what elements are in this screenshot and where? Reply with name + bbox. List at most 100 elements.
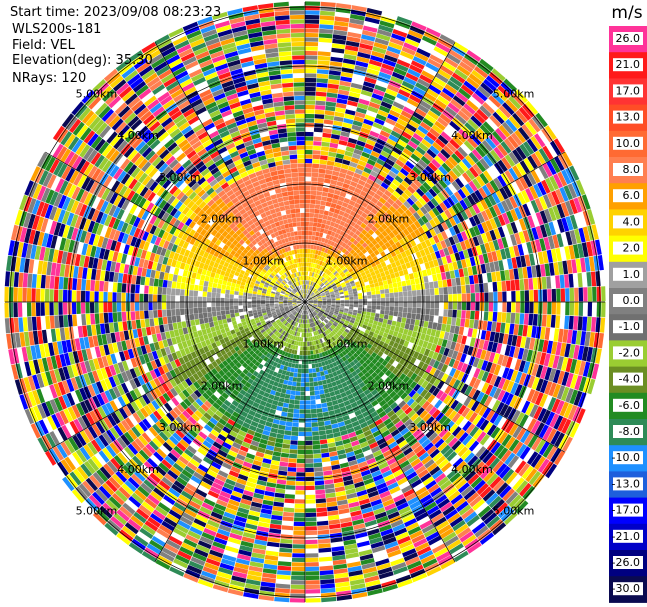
velocity-gate <box>394 175 404 184</box>
velocity-gate <box>338 289 344 293</box>
velocity-gate <box>489 218 498 230</box>
velocity-gate <box>362 219 370 226</box>
velocity-gate <box>409 64 423 74</box>
velocity-gate <box>317 376 322 382</box>
velocity-gate <box>293 521 305 527</box>
velocity-gate <box>376 200 384 208</box>
velocity-gate <box>317 280 321 285</box>
velocity-gate <box>589 256 595 272</box>
velocity-gate <box>438 179 448 189</box>
velocity-gate <box>392 202 400 210</box>
velocity-gate <box>349 87 362 94</box>
velocity-gate <box>456 260 463 269</box>
velocity-gate <box>367 305 372 309</box>
velocity-gate <box>333 264 338 269</box>
velocity-gate <box>329 61 343 67</box>
velocity-gate <box>329 207 336 213</box>
velocity-gate <box>335 107 346 114</box>
velocity-gate <box>338 140 348 146</box>
velocity-gate <box>392 228 399 236</box>
velocity-gate <box>529 337 536 350</box>
velocity-gate <box>578 211 587 227</box>
velocity-gate <box>305 262 307 267</box>
velocity-gate <box>565 288 570 302</box>
velocity-gate <box>556 203 566 219</box>
velocity-gate <box>310 190 317 196</box>
velocity-gate <box>553 262 560 276</box>
velocity-gate <box>444 83 458 95</box>
velocity-gate <box>317 299 322 301</box>
velocity-gate <box>479 172 489 185</box>
velocity-gate <box>406 225 414 234</box>
velocity-gate <box>332 38 346 45</box>
velocity-gate <box>319 439 328 445</box>
velocity-gate <box>332 34 347 41</box>
velocity-gate <box>557 153 569 169</box>
velocity-gate <box>349 18 365 26</box>
velocity-gate <box>355 111 366 119</box>
velocity-gate <box>452 95 466 107</box>
velocity-gate <box>383 92 396 101</box>
velocity-gate <box>444 106 457 117</box>
velocity-gate <box>500 344 507 355</box>
velocity-gate <box>398 246 405 253</box>
velocity-gate <box>348 277 354 282</box>
velocity-gate <box>349 306 354 310</box>
velocity-gate <box>406 173 416 182</box>
velocity-gate <box>378 240 385 247</box>
velocity-gate <box>376 253 383 260</box>
velocity-gate <box>424 239 432 247</box>
velocity-gate <box>330 295 336 298</box>
velocity-gate <box>441 272 447 280</box>
velocity-gate <box>482 102 495 115</box>
velocity-gate <box>308 235 312 240</box>
velocity-gate <box>305 427 312 432</box>
velocity-gate <box>390 130 401 139</box>
velocity-gate <box>310 291 313 296</box>
velocity-gate <box>501 157 512 170</box>
velocity-gate <box>430 267 437 275</box>
velocity-gate <box>337 276 342 281</box>
velocity-gate <box>468 205 477 217</box>
velocity-gate <box>501 236 509 249</box>
velocity-gate <box>337 176 345 183</box>
velocity-gate <box>533 338 540 351</box>
velocity-gate <box>586 347 593 362</box>
velocity-gate <box>465 336 472 346</box>
velocity-gate <box>508 151 520 165</box>
velocity-gate <box>538 148 550 163</box>
velocity-gate <box>335 308 340 311</box>
velocity-gate <box>552 205 561 220</box>
velocity-gate <box>574 287 579 302</box>
velocity-gate <box>362 298 368 302</box>
velocity-gate <box>483 311 489 321</box>
velocity-gate <box>449 325 456 334</box>
velocity-gate <box>341 216 348 223</box>
velocity-gate <box>473 319 479 329</box>
velocity-gate <box>561 232 569 247</box>
velocity-gate <box>381 63 395 72</box>
velocity-gate <box>470 310 475 320</box>
velocity-gate <box>305 91 316 96</box>
velocity-gate <box>306 294 309 299</box>
velocity-gate <box>376 174 386 182</box>
velocity-gate <box>505 198 514 211</box>
velocity-gate <box>333 270 338 276</box>
velocity-gate <box>334 20 349 27</box>
velocity-gate <box>324 174 332 180</box>
velocity-gate <box>315 498 327 504</box>
velocity-gate <box>445 324 451 333</box>
velocity-gate <box>445 271 451 280</box>
velocity-gate <box>584 331 591 347</box>
velocity-gate <box>354 254 361 260</box>
velocity-gate <box>338 313 343 317</box>
velocity-gate <box>307 248 311 254</box>
velocity-gate <box>331 198 338 204</box>
velocity-gate <box>568 315 574 330</box>
velocity-gate <box>316 371 321 377</box>
velocity-gate <box>344 299 350 302</box>
velocity-gate <box>313 289 318 293</box>
velocity-gate <box>308 298 313 301</box>
velocity-gate <box>457 110 470 122</box>
velocity-gate <box>320 398 327 404</box>
